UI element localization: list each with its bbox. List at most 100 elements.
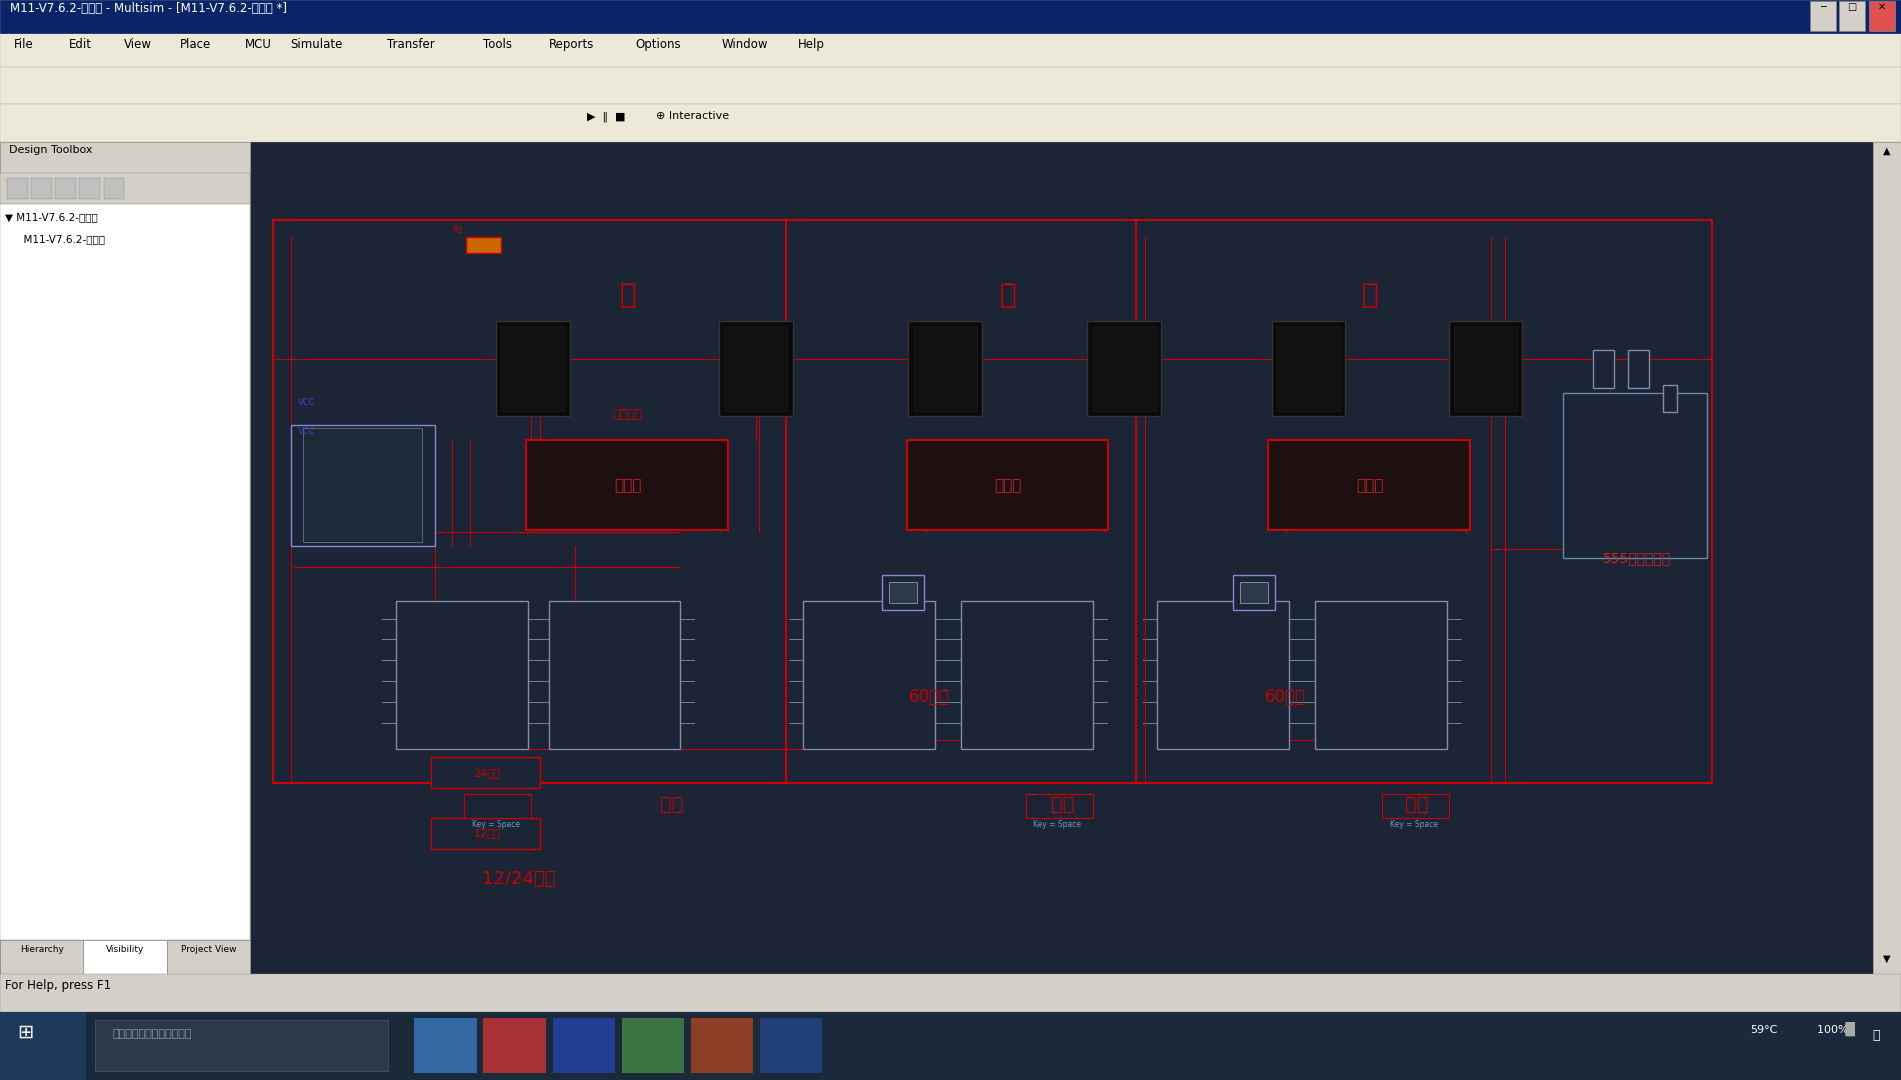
Bar: [1627, 350, 1648, 388]
Bar: [1027, 794, 1093, 818]
Bar: [1869, 1, 1895, 30]
Bar: [719, 321, 793, 416]
Text: ▶  ‖  ■: ▶ ‖ ■: [587, 111, 625, 122]
Bar: [1840, 1, 1865, 30]
Bar: [302, 428, 422, 542]
Bar: [464, 794, 530, 818]
Bar: [914, 326, 977, 410]
Text: Simulate: Simulate: [291, 38, 342, 51]
Text: ─: ─: [1819, 2, 1825, 12]
Bar: [1810, 1, 1836, 30]
Bar: [95, 1021, 388, 1071]
Bar: [1087, 321, 1162, 416]
Bar: [0, 0, 1901, 32]
Text: Key = Space: Key = Space: [1034, 821, 1082, 829]
Bar: [0, 67, 1901, 105]
Text: VCC: VCC: [298, 397, 316, 406]
Bar: [1315, 602, 1447, 748]
Text: 在这里输入你要搜索的内容: 在这里输入你要搜索的内容: [112, 1029, 192, 1039]
Bar: [0, 1012, 1901, 1080]
Bar: [1268, 441, 1469, 530]
Text: 校分: 校分: [1051, 795, 1074, 813]
Bar: [0, 940, 84, 974]
Text: 限流电阵: 限流电阵: [612, 407, 643, 420]
Text: Options: Options: [635, 38, 681, 51]
Bar: [1093, 326, 1156, 410]
Bar: [0, 143, 251, 1036]
Text: M11-V7.6.2-电子钟 - Multisim - [M11-V7.6.2-电子钟 *]: M11-V7.6.2-电子钟 - Multisim - [M11-V7.6.2-…: [10, 2, 287, 15]
Text: For Help, press F1: For Help, press F1: [6, 978, 110, 993]
Bar: [549, 602, 681, 748]
Bar: [466, 238, 502, 253]
Text: M11-V7.6.2-电子钟: M11-V7.6.2-电子钟: [17, 234, 105, 244]
Text: Place: Place: [179, 38, 211, 51]
Text: 60进制: 60进制: [1264, 688, 1306, 705]
Bar: [1158, 602, 1289, 748]
Bar: [291, 424, 435, 545]
Text: 555多谐振荡器: 555多谐振荡器: [1603, 551, 1671, 565]
Text: Reports: Reports: [549, 38, 595, 51]
Bar: [55, 178, 76, 199]
Text: ▶: ▶: [1855, 977, 1863, 987]
Text: 校秒: 校秒: [1405, 795, 1430, 813]
Bar: [0, 204, 251, 940]
Text: 24时制: 24时制: [473, 768, 502, 778]
Text: □: □: [1848, 2, 1857, 12]
Bar: [1563, 393, 1707, 558]
Text: Transfer: Transfer: [386, 38, 435, 51]
Text: 100%: 100%: [1810, 1025, 1850, 1036]
Text: ⊕ Interactive: ⊕ Interactive: [656, 111, 730, 121]
Text: ◀: ◀: [255, 977, 262, 987]
Bar: [1277, 326, 1340, 410]
Bar: [1454, 326, 1517, 410]
Bar: [622, 1018, 684, 1074]
Bar: [0, 974, 1901, 1012]
Bar: [80, 178, 101, 199]
Text: ✕: ✕: [1878, 2, 1886, 12]
Bar: [690, 1018, 753, 1074]
Bar: [962, 602, 1093, 748]
Bar: [1239, 582, 1268, 603]
Text: Project View: Project View: [181, 945, 236, 954]
Text: ▐▌: ▐▌: [1840, 1022, 1861, 1036]
Bar: [432, 818, 540, 849]
Text: Edit: Edit: [68, 38, 91, 51]
Bar: [167, 940, 251, 974]
Bar: [1449, 321, 1523, 416]
Text: Visibility: Visibility: [106, 945, 144, 954]
Bar: [30, 178, 51, 199]
Text: 12/24进制: 12/24进制: [483, 869, 555, 888]
Bar: [907, 441, 1108, 530]
Text: 分: 分: [1000, 281, 1017, 309]
Bar: [890, 582, 916, 603]
Bar: [760, 1018, 821, 1074]
Bar: [1234, 576, 1276, 610]
Bar: [483, 1018, 546, 1074]
Bar: [502, 326, 565, 410]
Text: 🕐: 🕐: [1872, 1028, 1880, 1041]
Bar: [1663, 384, 1677, 413]
Text: ⊞: ⊞: [17, 1023, 34, 1041]
Text: Window: Window: [722, 38, 768, 51]
Bar: [1872, 143, 1901, 1001]
Text: View: View: [124, 38, 152, 51]
Text: M11-V7.6.2-电子钟 *: M11-V7.6.2-电子钟 *: [259, 1007, 350, 1016]
Bar: [84, 940, 167, 974]
Text: 12时制: 12时制: [473, 828, 502, 838]
Bar: [527, 441, 728, 530]
Text: VCC: VCC: [298, 427, 316, 436]
Bar: [251, 143, 1872, 974]
Bar: [8, 178, 29, 199]
Text: 译码器: 译码器: [614, 477, 641, 492]
Text: Design Toolbox: Design Toolbox: [10, 146, 91, 156]
Text: 译码器: 译码器: [994, 477, 1023, 492]
Text: Tools: Tools: [483, 38, 513, 51]
Bar: [432, 757, 540, 788]
Text: 校时: 校时: [660, 795, 682, 813]
Bar: [251, 1001, 475, 1036]
Bar: [0, 173, 251, 204]
Bar: [882, 576, 924, 610]
Text: ▼: ▼: [1884, 954, 1891, 963]
Text: 译码器: 译码器: [1355, 477, 1384, 492]
Bar: [0, 1012, 86, 1080]
